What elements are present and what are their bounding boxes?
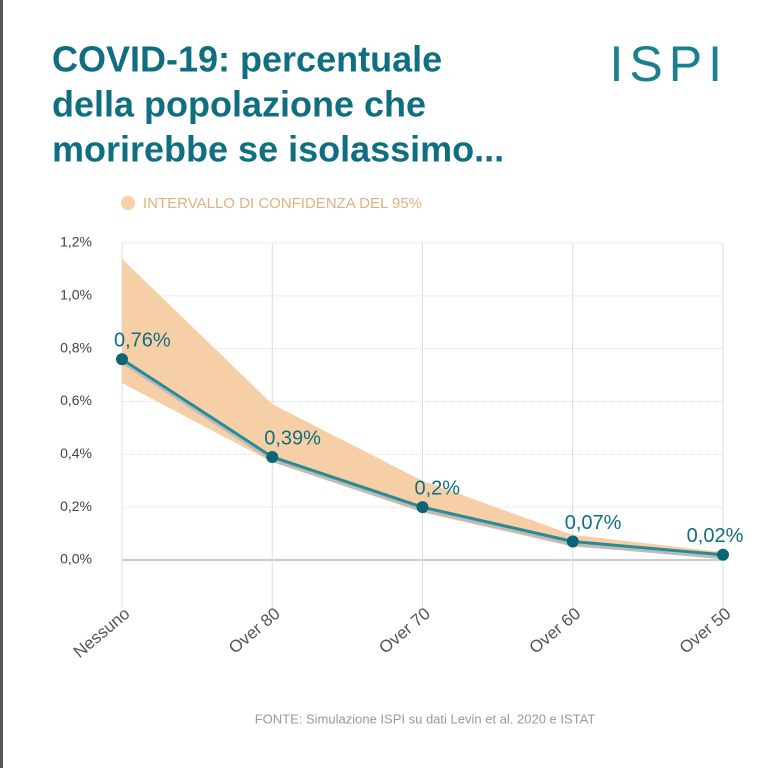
y-tick-label: 0,6% bbox=[60, 392, 92, 408]
legend-swatch bbox=[121, 196, 135, 210]
source: FONTE: Simulazione ISPI su dati Levin et… bbox=[255, 711, 596, 726]
point bbox=[566, 535, 579, 548]
value-label: 0,76% bbox=[114, 330, 171, 352]
value-label: 0,39% bbox=[264, 427, 321, 449]
point bbox=[116, 353, 128, 366]
x-tick-label: Over 70 bbox=[375, 604, 434, 657]
y-tick-label: 0,8% bbox=[60, 339, 92, 355]
value-label: 0,02% bbox=[687, 525, 744, 547]
y-tick-label: 1,2% bbox=[60, 234, 92, 250]
x-tick-label: Over 80 bbox=[225, 604, 284, 657]
point bbox=[266, 450, 279, 463]
legend-label: INTERVALLO DI CONFIDENZA DEL 95% bbox=[143, 195, 422, 212]
value-label: 0,2% bbox=[415, 477, 461, 499]
x-tick-label: Over 60 bbox=[526, 604, 585, 657]
x-tick-label: Nessuno bbox=[70, 604, 134, 662]
confidence-band bbox=[122, 258, 723, 558]
x-tick-label: Over 50 bbox=[676, 604, 735, 657]
y-tick-label: 0,0% bbox=[60, 551, 92, 567]
point bbox=[717, 548, 729, 561]
y-tick-label: 0,2% bbox=[60, 498, 92, 514]
value-label: 0,07% bbox=[565, 512, 622, 534]
chart-title: della popolazione che bbox=[52, 84, 426, 125]
y-tick-label: 1,0% bbox=[60, 287, 92, 303]
left-border bbox=[0, 0, 3, 768]
point bbox=[416, 501, 429, 514]
chart-title: morirebbe se isolassimo... bbox=[52, 129, 504, 170]
y-tick-label: 0,4% bbox=[60, 445, 92, 461]
logo: ISPI bbox=[610, 36, 728, 92]
chart-title: COVID-19: percentuale bbox=[52, 39, 442, 80]
